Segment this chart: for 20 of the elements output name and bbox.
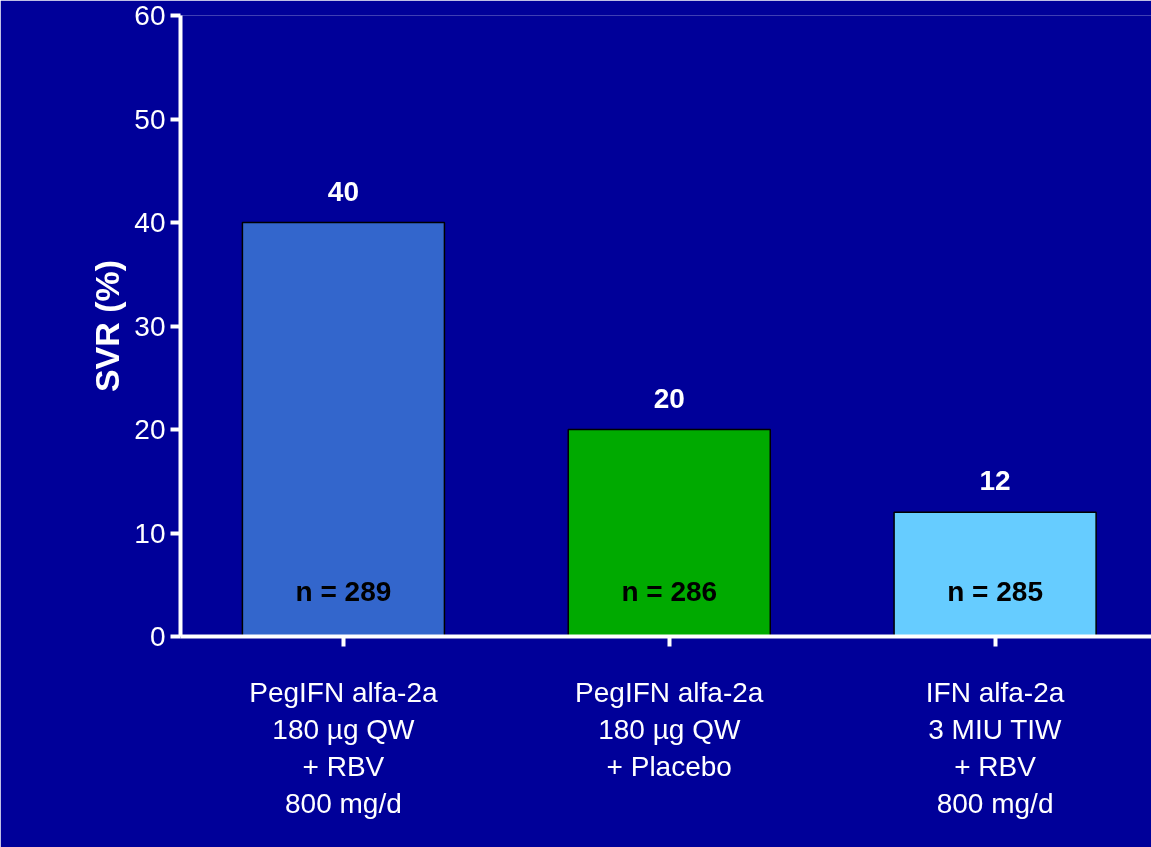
y-tick-label: 30: [134, 310, 166, 342]
annotation: n = 289: [295, 575, 392, 607]
y-tick-label: 20: [134, 414, 166, 445]
x-tick-label: IFN alfa-2a 3 MIU TIW + RBV 800 mg/d: [925, 676, 1065, 820]
y-tick-label: 10: [134, 517, 166, 549]
data-label: 12: [979, 465, 1011, 497]
x-tick-label: PegIFN alfa-2a 180 µg QW + RBV 800 mg/d: [249, 676, 439, 820]
x-tick-label: PegIFN alfa-2a 180 µg QW + Placebo: [575, 676, 764, 782]
annotation: n = 285: [947, 575, 1043, 607]
bar: [567, 428, 772, 637]
annotation: n = 286: [621, 575, 718, 607]
y-tick-label: 60: [134, 0, 166, 31]
data-label: 20: [653, 382, 685, 414]
y-tick-label: 0: [149, 621, 166, 652]
bar: [893, 511, 1097, 637]
y-tick-label: 50: [134, 103, 166, 135]
y-tick-label: 40: [134, 207, 166, 238]
y-axis-title: SVR (%): [88, 259, 127, 393]
data-label: 40: [327, 175, 359, 207]
bar: [241, 221, 446, 637]
